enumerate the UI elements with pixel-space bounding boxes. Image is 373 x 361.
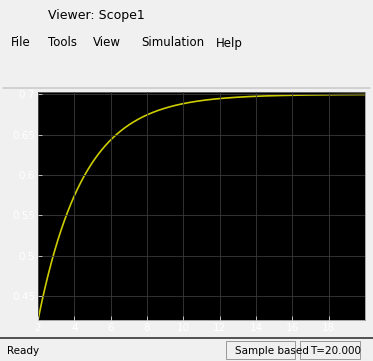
Text: Simulation: Simulation <box>142 36 205 49</box>
Text: View: View <box>93 36 121 49</box>
Text: T=20.000: T=20.000 <box>310 346 361 356</box>
Text: Viewer: Scope1: Viewer: Scope1 <box>48 9 145 22</box>
Text: File: File <box>11 36 31 49</box>
Text: Tools: Tools <box>48 36 78 49</box>
Text: Sample based: Sample based <box>235 346 309 356</box>
Text: Help: Help <box>216 36 243 49</box>
Text: Ready: Ready <box>7 346 40 356</box>
